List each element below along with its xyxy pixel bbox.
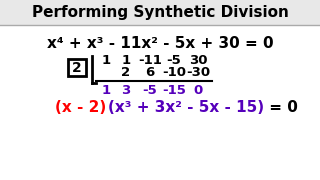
Text: -15: -15 [162, 84, 186, 96]
Text: Performing Synthetic Division: Performing Synthetic Division [32, 6, 288, 21]
Text: 0: 0 [193, 84, 203, 96]
Text: 30: 30 [189, 55, 207, 68]
Text: -5: -5 [167, 55, 181, 68]
Text: -30: -30 [186, 66, 210, 80]
Text: 2: 2 [72, 60, 82, 75]
Bar [68, 59, 86, 76]
Text: -10: -10 [162, 66, 186, 80]
Text: -5: -5 [143, 84, 157, 96]
Text: (x - 2): (x - 2) [55, 100, 106, 116]
Bar [0, 0, 320, 25]
Text: 1: 1 [101, 84, 111, 96]
Text: x⁴ + x³ - 11x² - 5x + 30 = 0: x⁴ + x³ - 11x² - 5x + 30 = 0 [47, 37, 273, 51]
Text: 6: 6 [145, 66, 155, 80]
Text: 1: 1 [101, 55, 111, 68]
Text: 2: 2 [121, 66, 131, 80]
Text: -11: -11 [138, 55, 162, 68]
Text: = 0: = 0 [264, 100, 298, 116]
Text: 3: 3 [121, 84, 131, 96]
Text: 1: 1 [121, 55, 131, 68]
Text: (x³ + 3x² - 5x - 15): (x³ + 3x² - 5x - 15) [108, 100, 264, 116]
